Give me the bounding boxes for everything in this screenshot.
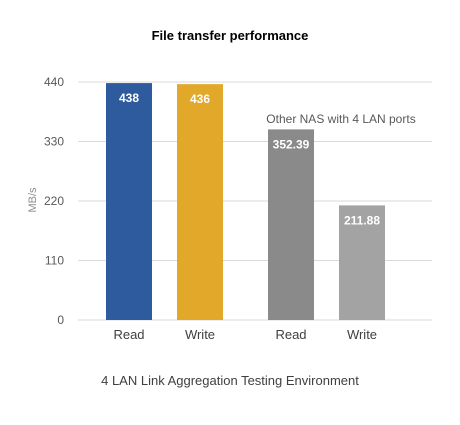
y-tick-label: 220 — [44, 194, 64, 208]
x-tick-label: Read — [275, 327, 306, 342]
x-axis-ticks: Read Write Read Write — [113, 327, 377, 342]
x-tick-label: Read — [113, 327, 144, 342]
x-axis-label: 4 LAN Link Aggregation Testing Environme… — [101, 373, 359, 388]
y-tick-label: 0 — [57, 313, 64, 327]
data-label: 436 — [190, 92, 210, 106]
bar — [177, 84, 223, 320]
bar — [339, 205, 385, 320]
y-axis-label: MB/s — [27, 187, 39, 213]
chart-annotation: Other NAS with 4 LAN ports — [266, 112, 415, 126]
bars — [106, 83, 385, 320]
data-label: 352.39 — [273, 137, 310, 151]
data-label: 211.88 — [344, 213, 380, 227]
y-tick-label: 330 — [44, 135, 64, 149]
y-tick-label: 110 — [45, 254, 64, 268]
x-tick-label: Write — [185, 327, 215, 342]
data-labels: 438 436 352.39 211.88 — [119, 91, 380, 227]
chart-title: File transfer performance — [152, 28, 309, 43]
y-tick-label: 440 — [44, 75, 64, 89]
data-label: 438 — [119, 91, 139, 105]
bar — [106, 83, 152, 320]
x-tick-label: Write — [347, 327, 377, 342]
bar — [268, 129, 314, 320]
y-axis-ticks: 0 110 220 330 440 — [44, 75, 64, 327]
